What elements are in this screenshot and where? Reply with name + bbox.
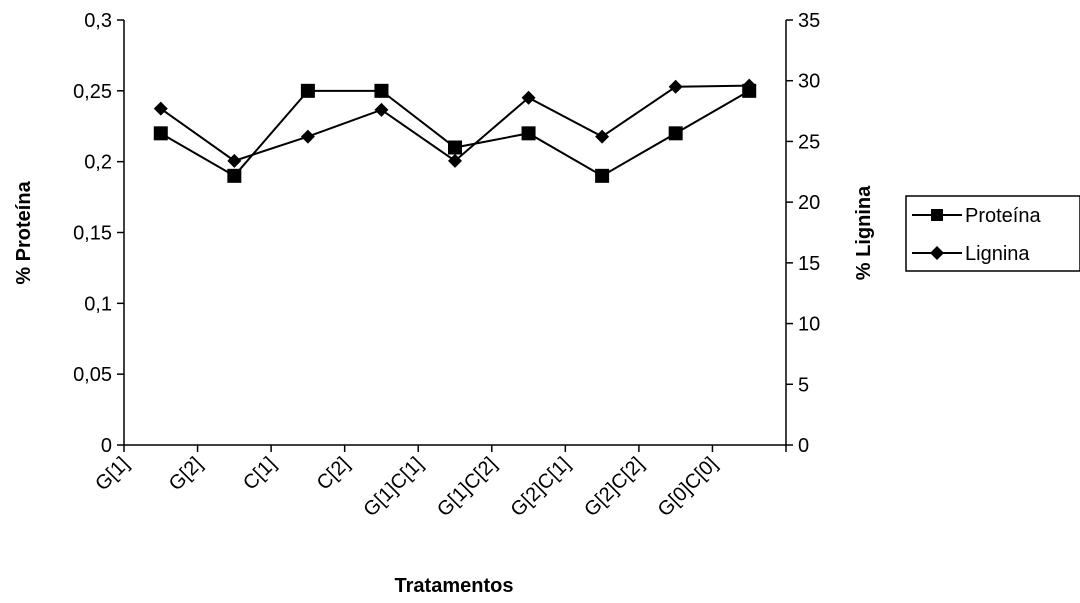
data-point-proteina <box>448 140 462 155</box>
x-tick-label: G[2] <box>165 453 207 495</box>
y-tick-label-right: 5 <box>798 374 809 396</box>
data-point-proteina <box>374 83 389 98</box>
y-tick-label-right: 25 <box>798 131 820 153</box>
y-tick-label-right: 20 <box>798 192 820 214</box>
legend-label-proteina: Proteína <box>965 205 1041 227</box>
y-tick-label-left: 0,1 <box>84 293 112 315</box>
y-axis-title-right: % Lignina <box>853 185 875 280</box>
data-point-lignina <box>227 153 242 168</box>
data-point-lignina <box>153 101 168 116</box>
data-point-lignina <box>521 90 536 105</box>
x-axis-title: Tratamentos <box>395 575 514 597</box>
legend-marker-diamond <box>930 246 944 260</box>
y-axis-title-left: % Proteína <box>13 180 35 284</box>
x-tick-label: G[2]C[2] <box>580 453 648 521</box>
data-point-lignina <box>668 79 683 94</box>
y-tick-label-right: 0 <box>798 435 809 457</box>
data-point-proteina <box>521 126 536 141</box>
data-point-proteina <box>595 168 610 183</box>
x-tick-label: C[2] <box>313 453 354 494</box>
data-point-proteina <box>227 168 242 183</box>
data-point-lignina <box>595 129 610 144</box>
x-tick-label: G[0]C[0] <box>654 453 722 521</box>
y-tick-label-left: 0,05 <box>73 364 112 386</box>
legend-marker-square <box>931 209 943 221</box>
x-tick-label: G[2]C[1] <box>507 453 575 521</box>
data-point-lignina <box>742 78 757 93</box>
x-tick-label: G[1]C[2] <box>433 453 501 521</box>
data-point-lignina <box>300 129 315 144</box>
legend: Proteína Lignina <box>905 195 1080 272</box>
y-tick-label-left: 0,2 <box>84 152 112 174</box>
x-tick-label: G[1] <box>91 453 133 495</box>
data-point-proteina <box>668 126 683 141</box>
data-point-proteina <box>153 126 168 141</box>
y-tick-label-right: 15 <box>798 253 820 275</box>
y-tick-label-right: 10 <box>798 314 820 336</box>
legend-box <box>905 195 1080 272</box>
x-tick-label: C[1] <box>239 453 280 494</box>
data-point-proteina <box>300 83 315 98</box>
x-tick-label: G[1]C[1] <box>360 453 428 521</box>
y-tick-label-left: 0,15 <box>73 223 112 245</box>
data-point-lignina <box>374 102 389 117</box>
plot-area: 0 0,05 0,1 0,15 0,2 0,25 0,3 0 5 10 15 20 25 30 35 G[1]… <box>73 10 820 521</box>
y-tick-label-right: 30 <box>798 71 820 93</box>
legend-label-lignina: Lignina <box>965 243 1030 265</box>
y-tick-label-left: 0,25 <box>73 81 112 103</box>
y-tick-label-left: 0 <box>101 435 112 457</box>
y-tick-label-left: 0,3 <box>84 10 112 32</box>
data-point-lignina <box>448 153 462 168</box>
y-tick-label-right: 35 <box>798 10 820 32</box>
